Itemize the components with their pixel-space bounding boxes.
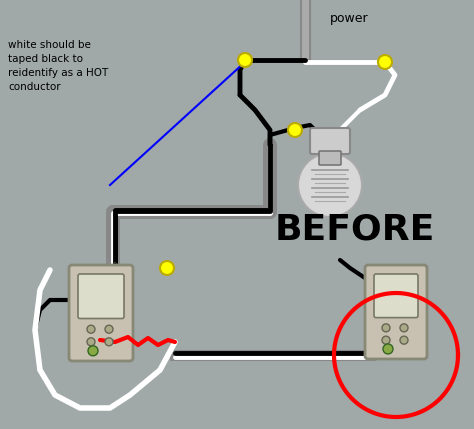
Circle shape (87, 338, 95, 346)
Circle shape (382, 324, 390, 332)
FancyBboxPatch shape (374, 274, 418, 317)
Text: power: power (330, 12, 369, 25)
Circle shape (87, 325, 95, 333)
Circle shape (238, 53, 252, 67)
Text: BEFORE: BEFORE (275, 213, 435, 247)
Circle shape (88, 346, 98, 356)
FancyBboxPatch shape (310, 128, 350, 154)
FancyBboxPatch shape (78, 274, 124, 318)
Circle shape (105, 325, 113, 333)
Circle shape (400, 336, 408, 344)
Circle shape (160, 261, 174, 275)
Circle shape (378, 55, 392, 69)
FancyBboxPatch shape (365, 265, 427, 359)
FancyBboxPatch shape (69, 265, 133, 361)
Circle shape (298, 153, 362, 217)
Circle shape (105, 338, 113, 346)
Circle shape (288, 123, 302, 137)
FancyBboxPatch shape (319, 151, 341, 165)
Circle shape (400, 324, 408, 332)
Circle shape (382, 336, 390, 344)
Circle shape (383, 344, 393, 354)
Text: white should be
taped black to
reidentify as a HOT
conductor: white should be taped black to reidentif… (8, 40, 108, 92)
